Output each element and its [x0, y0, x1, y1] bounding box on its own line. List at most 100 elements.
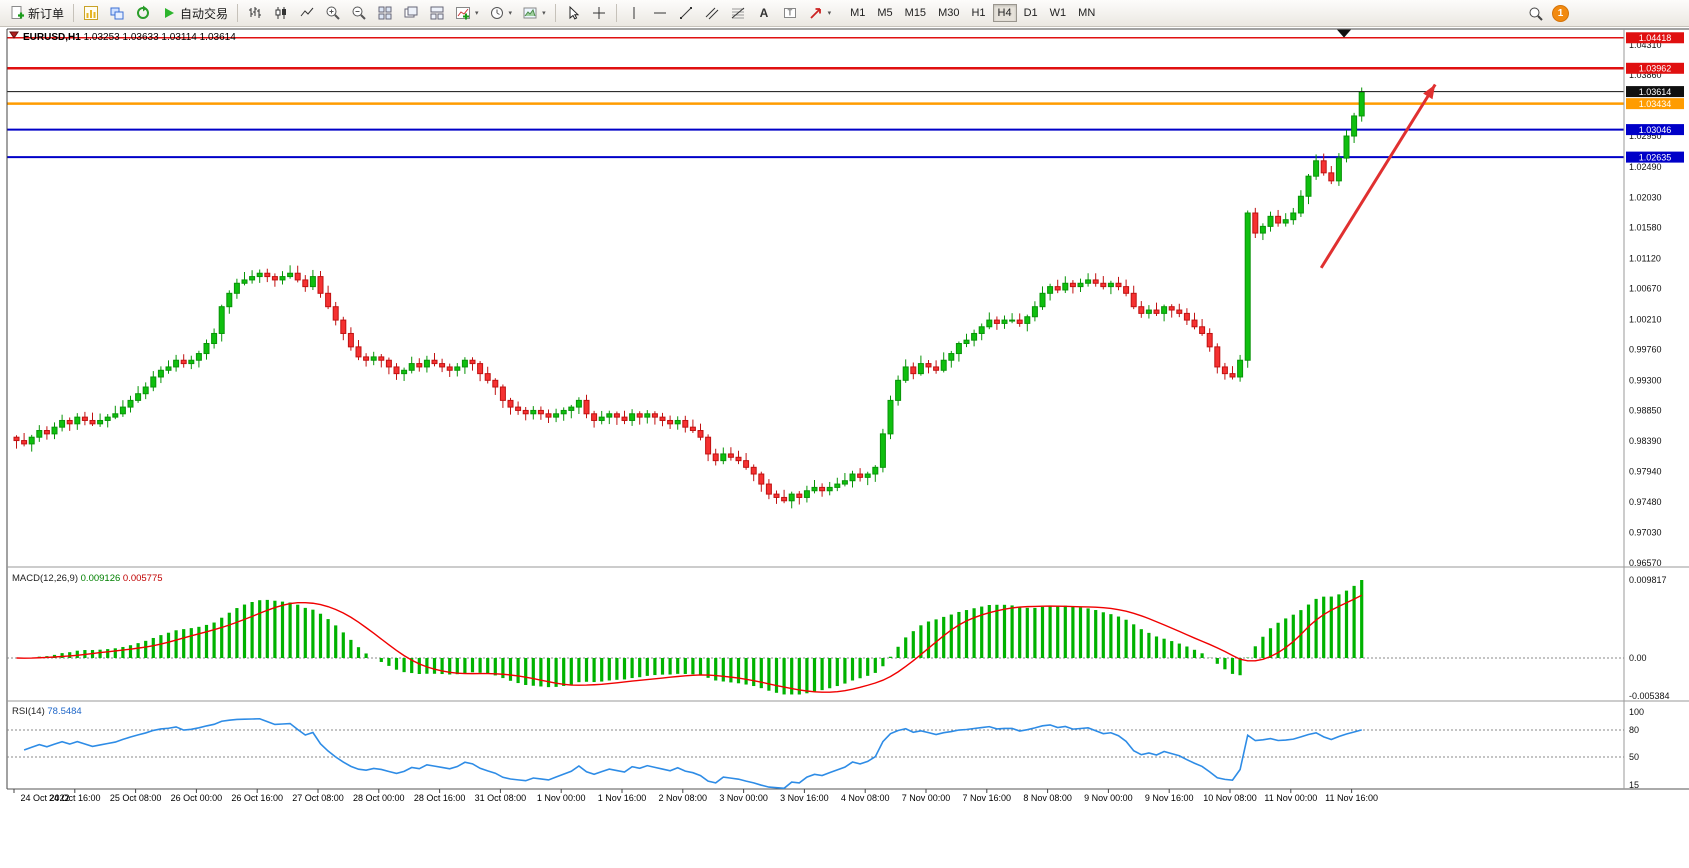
new-order-icon — [9, 5, 25, 21]
candle-body — [454, 366, 461, 371]
timeframe-M30[interactable]: M30 — [938, 7, 960, 19]
candle-body — [629, 413, 636, 421]
trendline-tool-button[interactable] — [674, 2, 698, 24]
candle-body — [1161, 306, 1168, 314]
timeframe-D1[interactable]: D1 — [1023, 7, 1038, 19]
candle-body — [1100, 282, 1107, 288]
svg-text:T: T — [787, 9, 792, 18]
rsi-pane[interactable] — [7, 703, 1624, 789]
indicators-button[interactable]: ▾ — [451, 2, 483, 24]
candle-body — [1221, 366, 1228, 375]
tile-windows-icon — [377, 5, 393, 21]
templates-button[interactable]: ▾ — [518, 2, 550, 24]
candle-body — [705, 436, 712, 455]
search-icon[interactable] — [1528, 6, 1544, 22]
arrow-objects-button[interactable]: ▾ — [804, 2, 836, 24]
candle-body — [355, 346, 362, 358]
autotrading-button[interactable]: 自动交易 — [157, 2, 232, 25]
fibonacci-tool-button[interactable] — [726, 2, 750, 24]
timeframe-H4[interactable]: H4 — [992, 4, 1017, 22]
vertical-line-icon — [626, 5, 642, 21]
candle-body — [439, 363, 446, 368]
price-tick-label: 1.00670 — [1629, 284, 1662, 294]
candle-body — [1168, 306, 1175, 311]
candle-body — [211, 332, 218, 345]
time-label: 4 Nov 08:00 — [841, 793, 890, 803]
zoom-out-button[interactable] — [347, 2, 371, 24]
macd-axis-zero: 0.00 — [1629, 653, 1647, 663]
timeframe-M15[interactable]: M15 — [904, 7, 927, 19]
candle-body — [477, 363, 484, 375]
notification-badge[interactable]: 1 — [1552, 5, 1569, 22]
line-chart-mode-button[interactable] — [295, 2, 319, 24]
candle-body — [142, 386, 149, 395]
tile-windows-button[interactable] — [373, 2, 397, 24]
time-label: 27 Oct 08:00 — [292, 793, 344, 803]
candle-body — [461, 359, 468, 368]
candle-body — [173, 359, 180, 368]
candlestick-mode-button[interactable] — [269, 2, 293, 24]
candle-body — [879, 433, 886, 468]
candle-body — [948, 353, 955, 361]
candle-body — [522, 409, 529, 415]
cursor-icon — [565, 5, 581, 21]
vertical-line-tool-button[interactable] — [622, 2, 646, 24]
candle-body — [758, 473, 765, 485]
horizontal-line-tool-button[interactable] — [648, 2, 672, 24]
timeframe-H1[interactable]: H1 — [971, 7, 986, 19]
zoom-in-button[interactable] — [321, 2, 345, 24]
time-label: 24 Oct 2022 — [20, 793, 69, 803]
periods-button[interactable]: ▾ — [485, 2, 517, 24]
new-order-button[interactable]: 新订单 — [5, 2, 68, 25]
candle-body — [150, 376, 157, 388]
chart-window-button[interactable] — [79, 2, 103, 24]
price-tag: 1.03046 — [1626, 124, 1684, 136]
candle-body — [1107, 282, 1114, 288]
main-chart-pane[interactable] — [7, 29, 1624, 567]
candle-body — [1062, 282, 1069, 291]
candle-body — [1244, 212, 1251, 361]
candle-body — [591, 413, 598, 421]
candle-body — [743, 460, 750, 468]
candle-body — [1092, 279, 1099, 284]
candle-body — [895, 379, 902, 401]
timeframe-M1[interactable]: M1 — [850, 7, 866, 19]
crosshair-tool-button[interactable] — [587, 2, 611, 24]
trend-arrow-head — [1423, 84, 1436, 100]
time-label: 10 Nov 08:00 — [1203, 793, 1257, 803]
timeframe-M5[interactable]: M5 — [877, 7, 893, 19]
text-label-icon: T — [782, 5, 798, 21]
candle-body — [575, 399, 582, 408]
arrange-windows-button[interactable] — [425, 2, 449, 24]
clock-icon — [489, 5, 505, 21]
cursor-tool-button[interactable] — [561, 2, 585, 24]
refresh-button[interactable] — [131, 2, 155, 24]
timeframe-W1[interactable]: W1 — [1049, 7, 1067, 19]
trend-arrow-shaft — [1319, 83, 1437, 269]
candle-body — [819, 486, 826, 492]
candle-body — [545, 413, 552, 418]
time-label: 9 Nov 00:00 — [1084, 793, 1133, 803]
down-triangle-marker[interactable] — [1337, 29, 1351, 38]
candle-body — [1297, 195, 1304, 214]
timeframe-MN[interactable]: MN — [1078, 7, 1096, 19]
time-label: 3 Nov 16:00 — [780, 793, 829, 803]
candle-body — [279, 276, 286, 281]
candle-body — [1214, 346, 1221, 368]
text-label-tool-button[interactable]: T — [778, 2, 802, 24]
candlesticks — [13, 87, 1365, 509]
candle-body — [1115, 282, 1122, 288]
channel-tool-button[interactable] — [700, 2, 724, 24]
candle-body — [1335, 157, 1342, 182]
price-tag-text: 1.03434 — [1639, 99, 1672, 109]
text-tool-button[interactable]: A — [752, 2, 776, 24]
trend-arrow-annotation[interactable] — [1319, 83, 1437, 269]
profiles-button[interactable] — [105, 2, 129, 24]
price-tick-label: 1.02950 — [1629, 131, 1662, 141]
crosshair-icon — [591, 5, 607, 21]
cascade-windows-button[interactable] — [399, 2, 423, 24]
price-tick-label: 0.97480 — [1629, 497, 1662, 507]
candle-body — [97, 419, 104, 425]
bar-chart-mode-button[interactable] — [243, 2, 267, 24]
